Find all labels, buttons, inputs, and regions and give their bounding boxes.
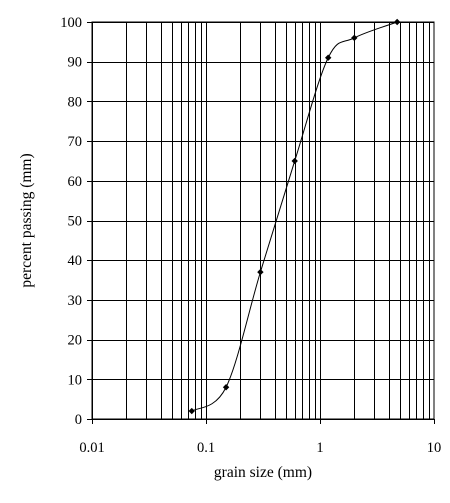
y-tick-label: 0 [75,412,82,428]
x-tick-label: 0.1 [197,440,215,456]
x-tick-label: 10 [427,440,442,456]
data-point [188,407,195,415]
y-tick-label: 40 [68,253,83,269]
data-point [351,34,358,42]
data-point [222,384,230,391]
data-point [291,157,298,165]
data-point [393,18,401,26]
y-tick-label: 100 [60,15,82,31]
y-tick-label: 20 [68,333,83,349]
data-points [188,18,401,415]
x-axis-title: grain size (mm) [214,464,312,481]
y-tick-label: 60 [68,174,83,190]
series-line [191,21,398,412]
y-tick-label: 70 [68,134,83,150]
y-tick-label: 80 [68,94,83,110]
x-tick-label: 1 [316,440,323,456]
data-point [257,268,264,276]
y-tick-label: 10 [68,372,83,388]
data-point [324,54,332,61]
tick-labels: 0 10 20 30 40 50 60 70 80 90 100 0.01 0.1 1 10 [60,15,441,456]
y-tick-label: 90 [68,55,83,71]
y-axis-title: percent passing (mm) [18,153,35,287]
x-tick-label: 0.01 [79,440,104,456]
y-tick-label: 50 [68,214,83,230]
grid [92,22,434,420]
plot-frame [91,21,435,420]
y-tick-label: 30 [68,293,83,309]
